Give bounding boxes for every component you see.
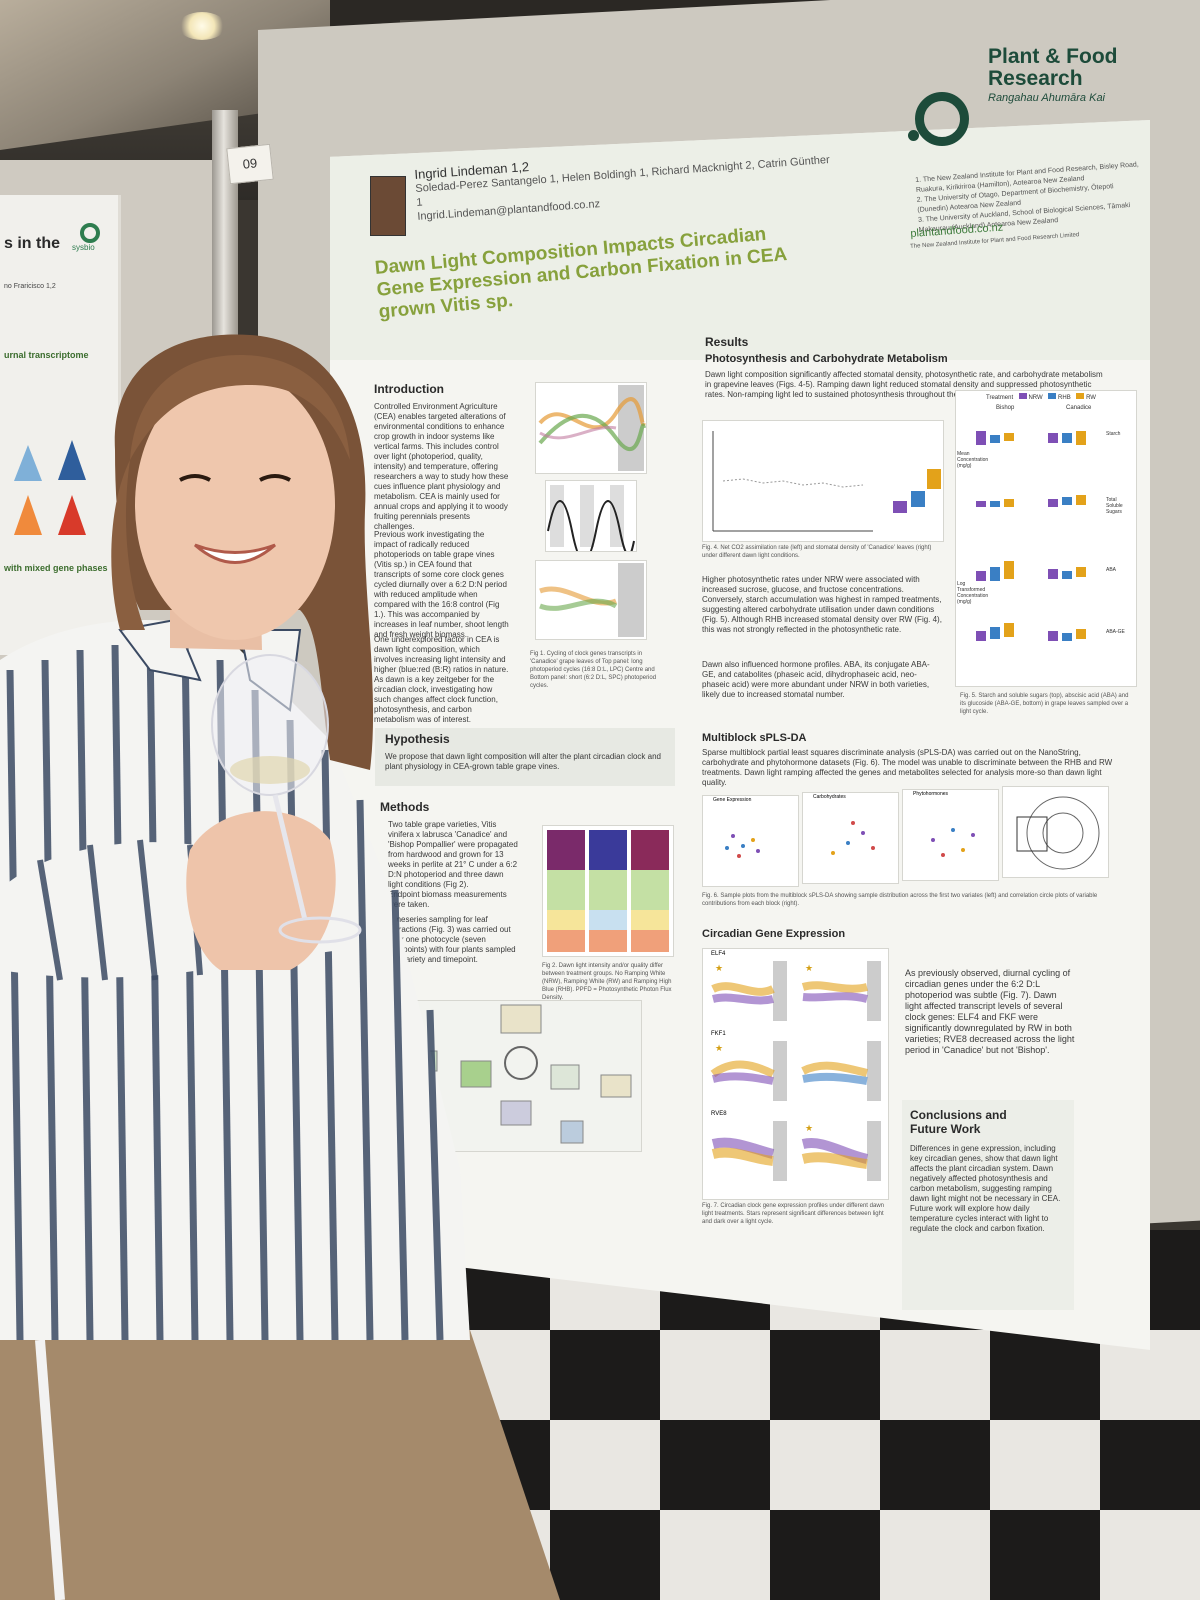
- fig5-side-abage: ABA-GE: [1106, 629, 1125, 635]
- introduction-p1: Controlled Environment Agriculture (CEA)…: [374, 402, 509, 531]
- legend-swatch-rw: [1076, 393, 1085, 399]
- board-number-tag: 09: [226, 143, 274, 185]
- fig5-ylabel-top: Mean Concentration (mg/g): [957, 451, 989, 469]
- fig2-bars: [547, 830, 669, 952]
- histogram-orange: [14, 495, 42, 535]
- fig6-carbohydrates-plot: Carbohydrates: [802, 792, 899, 884]
- fig6-correlation-circle: [1002, 786, 1109, 878]
- fig6-circle-shapes: [1016, 796, 1100, 870]
- fig7-gene-elf4: ELF4: [711, 951, 726, 957]
- fig7-gene-fkf1: FKF1: [711, 1031, 726, 1037]
- person-holding-wine-glass: [0, 334, 560, 1600]
- fig5-legend: Treatment NRW RHB RW: [986, 393, 1096, 401]
- fig2-caption: Fig 2. Dawn light intensity and/or quali…: [542, 963, 672, 1001]
- fig1-lpc-lines: [538, 385, 646, 471]
- fig1-sine: [547, 485, 635, 562]
- fig6-phytohormones-plot: Phytohormones: [902, 789, 999, 881]
- conclusions-box: [902, 1100, 1074, 1310]
- fig5-box-shapes: [976, 431, 1086, 641]
- legend-swatch-nrw: [1018, 393, 1027, 399]
- fig5-panel-canadice: Canadice: [1066, 405, 1092, 411]
- fig6-title-gene: Gene Expression: [713, 797, 752, 803]
- fig5-side-starch: Starch: [1106, 431, 1121, 437]
- hypothesis-text: We propose that dawn light composition w…: [385, 752, 661, 771]
- circadian-text: As previously observed, diurnal cycling …: [905, 968, 1075, 1055]
- left-poster-subtitle: no Fraricisco 1,2: [4, 283, 56, 290]
- fig5-ylabel-bottom: Log Transformed Concentration (mg/g): [957, 581, 989, 605]
- histogram-navy: [58, 440, 86, 480]
- fig7-gene-expression: ELF4 FKF1 RVE8 ★ ★ ★: [702, 948, 889, 1200]
- fig7-caption: Fig. 7. Circadian clock gene expression …: [702, 1203, 884, 1225]
- methods-heading: Methods: [380, 800, 430, 814]
- spls-text: Sparse multiblock partial least squares …: [702, 748, 1113, 787]
- conclusions-text: Differences in gene expression, includin…: [910, 1144, 1061, 1233]
- fig5-panel-bishop: Bishop: [996, 405, 1015, 411]
- legend-title: Treatment: [986, 395, 1014, 401]
- fig4-caption: Fig. 4. Net CO2 assimilation rate (left)…: [702, 545, 932, 559]
- results-heading: Results: [705, 335, 749, 349]
- left-poster-heading-2: with mixed gene phases: [4, 563, 108, 573]
- histogram-red: [58, 495, 86, 535]
- fig6-scatter-gene: [725, 834, 760, 858]
- svg-text:★: ★: [715, 963, 723, 973]
- fig6-gene-expression-plot: Gene Expression: [702, 795, 799, 887]
- display-pole: [212, 110, 238, 350]
- introduction-p3: One underexplored factor in CEA is dawn …: [374, 635, 509, 724]
- fig4-assimilation-plot: [702, 420, 944, 542]
- fig7-ribbons: ★ ★ ★ ★: [710, 961, 881, 1181]
- hypothesis-box: [375, 728, 675, 786]
- svg-text:★: ★: [805, 963, 813, 973]
- author-photo: [370, 176, 406, 236]
- conclusions-heading: Conclusions and Future Work: [910, 1108, 1007, 1136]
- fig1-photoperiod-plot: [545, 480, 637, 562]
- fig5-row-abage: [976, 623, 1086, 641]
- sysbio-logo-icon: [80, 223, 100, 243]
- histogram-blue: [14, 445, 42, 481]
- methods-bullet-1: Two table grape varieties, Vitis vinifer…: [388, 820, 518, 889]
- left-poster-title: s in the: [4, 235, 61, 252]
- introduction-heading: Introduction: [374, 382, 444, 396]
- circadian-heading: Circadian Gene Expression: [702, 928, 846, 940]
- fig1-spc-plot: [535, 560, 647, 640]
- fig5-side-sugars: Total Soluble Sugars: [1106, 497, 1123, 515]
- results-p3: Dawn also influenced hormone profiles. A…: [702, 660, 930, 699]
- fig5-row-sugars: [976, 495, 1086, 507]
- left-poster-logo-text: sysbio: [72, 243, 95, 252]
- fig6-scatter-phyto: [931, 828, 975, 857]
- fig6-scatter-carb: [831, 821, 875, 855]
- legend-item-nrw: NRW: [1028, 395, 1043, 401]
- photosynthesis-heading: Photosynthesis and Carbohydrate Metaboli…: [705, 353, 948, 365]
- fig5-side-aba: ABA: [1106, 567, 1117, 573]
- legend-item-rhb: RHB: [1058, 395, 1071, 401]
- left-poster-heading: urnal transcriptome: [4, 350, 89, 360]
- ceiling-lamp: [178, 12, 226, 40]
- methods-bullet-3: Timeseries sampling for leaf extractions…: [388, 915, 516, 964]
- svg-text:★: ★: [805, 1123, 813, 1133]
- svg-text:★: ★: [715, 1043, 723, 1053]
- spls-heading: Multiblock sPLS-DA: [702, 732, 807, 744]
- legend-item-rw: RW: [1086, 395, 1096, 401]
- legend-swatch-rhb: [1048, 393, 1057, 399]
- fig5-caption: Fig. 5. Starch and soluble sugars (top),…: [960, 693, 1129, 715]
- hypothesis-heading: Hypothesis: [385, 732, 450, 746]
- fig5-row-starch: [976, 431, 1086, 445]
- fig5-boxplots: Treatment NRW RHB RW Bishop Canadice: [955, 390, 1137, 687]
- fig6-caption: Fig. 6. Sample plots from the multiblock…: [702, 893, 1098, 907]
- fig1-lpc-plot: [535, 382, 647, 474]
- fig4-shapes: [712, 431, 941, 532]
- results-p1: Dawn light composition significantly aff…: [705, 370, 1103, 399]
- fig1-caption: Fig 1. Cycling of clock genes transcript…: [530, 651, 657, 689]
- results-p2: Higher photosynthetic rates under NRW we…: [702, 575, 942, 634]
- fig1-spc-lines: [539, 563, 644, 637]
- methods-bullet-2: Endpoint biomass measurements were taken…: [388, 890, 507, 909]
- poster-header: [330, 120, 1150, 360]
- introduction-p2: Previous work investigating the impact o…: [374, 530, 509, 639]
- fig7-gene-rve8: RVE8: [711, 1111, 727, 1117]
- fig5-row-aba: [976, 561, 1086, 581]
- fig6-title-phyto: Phytohormones: [913, 791, 949, 797]
- fig6-title-carb: Carbohydrates: [813, 794, 846, 800]
- fig2-light-spectra: [542, 825, 674, 957]
